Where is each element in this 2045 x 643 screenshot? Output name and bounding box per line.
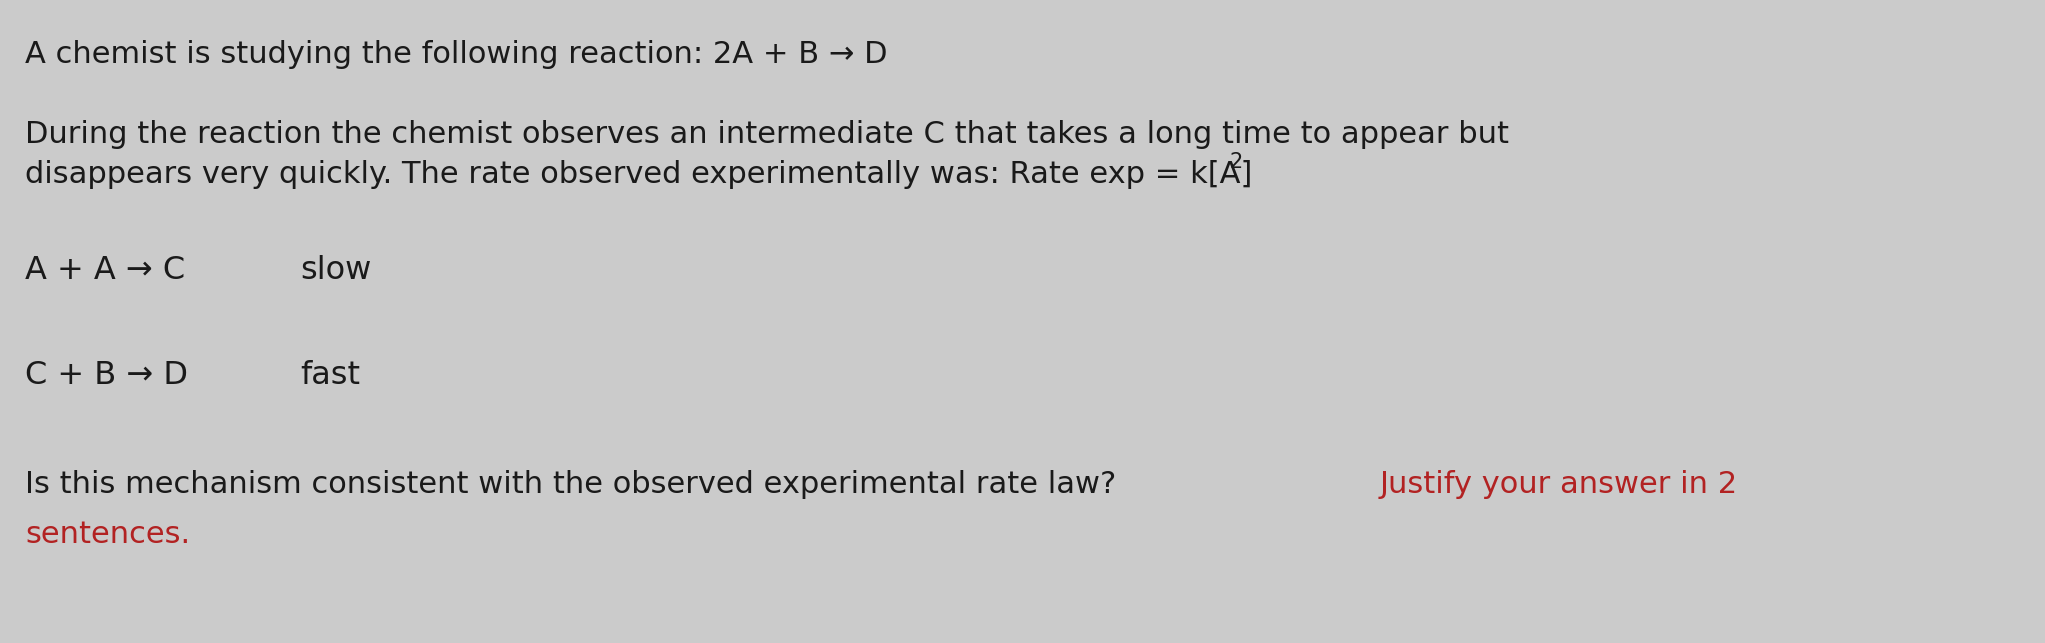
Text: Justify your answer in 2: Justify your answer in 2: [1380, 470, 1738, 499]
Text: slow: slow: [301, 255, 372, 286]
Text: 2: 2: [1229, 152, 1243, 172]
Text: A + A → C: A + A → C: [25, 255, 186, 286]
Text: C + B → D: C + B → D: [25, 360, 188, 391]
Text: fast: fast: [301, 360, 360, 391]
Text: During the reaction the chemist observes an intermediate C that takes a long tim: During the reaction the chemist observes…: [25, 120, 1509, 149]
Text: Is this mechanism consistent with the observed experimental rate law?: Is this mechanism consistent with the ob…: [25, 470, 1127, 499]
Text: A chemist is studying the following reaction: 2A + B → D: A chemist is studying the following reac…: [25, 40, 888, 69]
Text: disappears very quickly. The rate observed experimentally was: Rate exp = k[A]: disappears very quickly. The rate observ…: [25, 160, 1252, 189]
Text: sentences.: sentences.: [25, 520, 190, 549]
